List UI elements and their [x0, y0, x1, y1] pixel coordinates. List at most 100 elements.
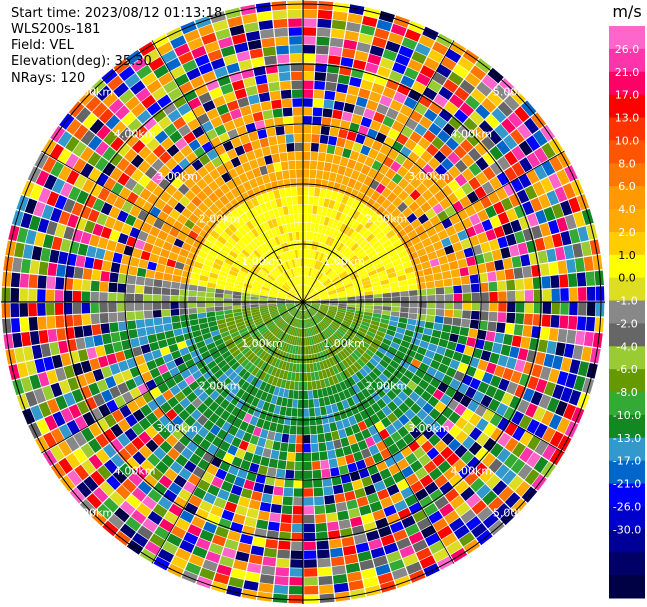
- range-gate: [515, 290, 525, 302]
- range-gate: [326, 284, 335, 290]
- range-gate: [392, 62, 407, 75]
- range-gate: [312, 259, 317, 269]
- range-gate: [542, 302, 552, 314]
- range-gate: [448, 411, 461, 424]
- range-gate: [339, 350, 348, 359]
- colorbar-tick-label: -17.0: [613, 455, 641, 468]
- range-gate: [293, 390, 299, 399]
- range-gate: [376, 19, 393, 32]
- range-gate: [282, 496, 293, 506]
- range-gate: [225, 392, 236, 403]
- range-gate: [327, 257, 334, 266]
- range-gate: [410, 358, 422, 368]
- range-gate: [459, 102, 475, 117]
- range-gate: [445, 225, 457, 237]
- range-gate: [279, 341, 285, 351]
- range-gate: [269, 512, 281, 523]
- range-gate: [310, 345, 314, 355]
- range-gate: [325, 208, 333, 218]
- range-gate: [304, 328, 307, 337]
- range-gate: [259, 381, 267, 391]
- range-gate: [308, 289, 316, 296]
- range-gate: [233, 559, 248, 571]
- range-gate: [379, 95, 393, 107]
- range-gate: [316, 362, 322, 371]
- range-gate: [377, 326, 387, 334]
- range-gate: [414, 488, 429, 501]
- range-gate: [474, 338, 485, 350]
- range-gate: [415, 73, 431, 87]
- range-gate: [237, 409, 247, 421]
- range-gate: [478, 120, 494, 135]
- range-gate: [311, 295, 319, 299]
- range-gate: [442, 419, 455, 432]
- range-gate: [299, 319, 302, 328]
- range-gate: [482, 490, 498, 506]
- range-gate: [342, 335, 351, 344]
- range-gate: [372, 313, 382, 319]
- range-gate: [473, 368, 485, 381]
- range-gate: [420, 150, 433, 163]
- range-gate: [316, 251, 322, 261]
- range-gate: [303, 302, 309, 309]
- range-gate: [436, 64, 452, 78]
- range-gate: [347, 217, 356, 228]
- range-gate: [450, 325, 461, 335]
- range-gate: [329, 294, 338, 298]
- range-gate: [345, 94, 358, 105]
- range-gate: [498, 302, 507, 312]
- range-gate: [400, 125, 414, 138]
- range-gate: [332, 365, 340, 375]
- range-gate: [479, 195, 493, 209]
- range-gate: [406, 324, 416, 332]
- range-gate: [199, 529, 214, 542]
- range-gate: [220, 388, 231, 399]
- range-gate: [318, 309, 327, 314]
- range-gate: [408, 313, 418, 320]
- range-gate: [308, 308, 314, 316]
- range-gate: [310, 278, 315, 287]
- range-gate: [315, 283, 323, 291]
- range-gate: [303, 293, 306, 302]
- range-gate: [427, 343, 438, 353]
- range-gate: [153, 482, 168, 496]
- range-gate: [392, 196, 403, 208]
- range-gate: [464, 386, 477, 399]
- range-gate: [364, 374, 374, 385]
- range-gate: [281, 332, 287, 342]
- range-gate: [303, 488, 314, 497]
- range-gate: [356, 266, 366, 274]
- range-gate: [243, 580, 259, 591]
- range-gate: [527, 376, 539, 390]
- range-gate: [334, 493, 346, 504]
- range-gate: [192, 545, 208, 559]
- range-gate: [350, 516, 363, 528]
- range-gate: [585, 271, 596, 286]
- range-gate: [473, 462, 488, 477]
- range-gate: [441, 374, 453, 386]
- range-gate: [285, 315, 292, 323]
- range-gate: [357, 420, 368, 432]
- range-gate: [303, 296, 310, 302]
- range-gate: [289, 577, 303, 586]
- range-gate: [385, 168, 397, 180]
- range-gate: [356, 302, 365, 305]
- range-gate: [259, 371, 267, 381]
- range-gate: [382, 310, 391, 316]
- range-gate: [280, 442, 289, 452]
- range-gate: [163, 511, 179, 525]
- range-gate: [360, 24, 376, 36]
- range-gate: [295, 309, 300, 318]
- range-gate: [382, 225, 392, 235]
- range-gate: [421, 189, 434, 201]
- range-gate: [347, 328, 357, 336]
- range-gate: [240, 459, 251, 471]
- range-gate: [306, 337, 310, 346]
- range-gate: [290, 317, 295, 326]
- range-gate: [315, 214, 321, 224]
- range-gate: [330, 384, 338, 395]
- range-gate: [196, 576, 213, 589]
- range-gate: [376, 266, 386, 274]
- range-gate: [173, 441, 186, 454]
- range-gate: [468, 162, 482, 176]
